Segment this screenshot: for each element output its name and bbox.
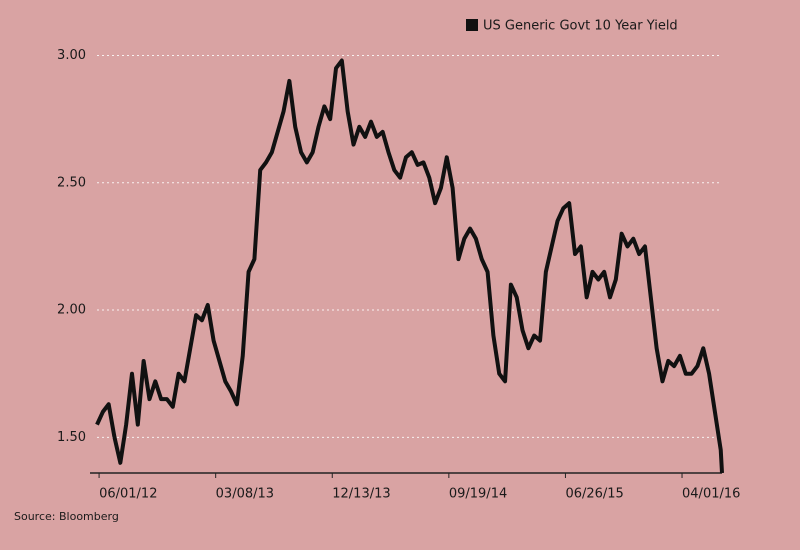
y-tick-label: 3.00 — [57, 48, 86, 63]
x-tick-label: 03/08/13 — [216, 487, 274, 502]
legend-swatch — [466, 19, 478, 31]
x-tick-label: 06/26/15 — [565, 487, 623, 502]
series-line — [95, 58, 724, 474]
x-tick-label: 04/01/16 — [682, 487, 740, 502]
y-tick-label: 1.50 — [57, 430, 86, 445]
x-tick-label: 12/13/13 — [332, 487, 390, 502]
y-tick-label: 2.50 — [57, 175, 86, 190]
source-note: Source: Bloomberg — [14, 510, 119, 523]
x-tick-label: 09/19/14 — [449, 487, 507, 502]
x-tick-label: 06/01/12 — [99, 487, 157, 502]
y-tick-label: 2.00 — [57, 303, 86, 318]
legend-label: US Generic Govt 10 Year Yield — [483, 19, 678, 34]
